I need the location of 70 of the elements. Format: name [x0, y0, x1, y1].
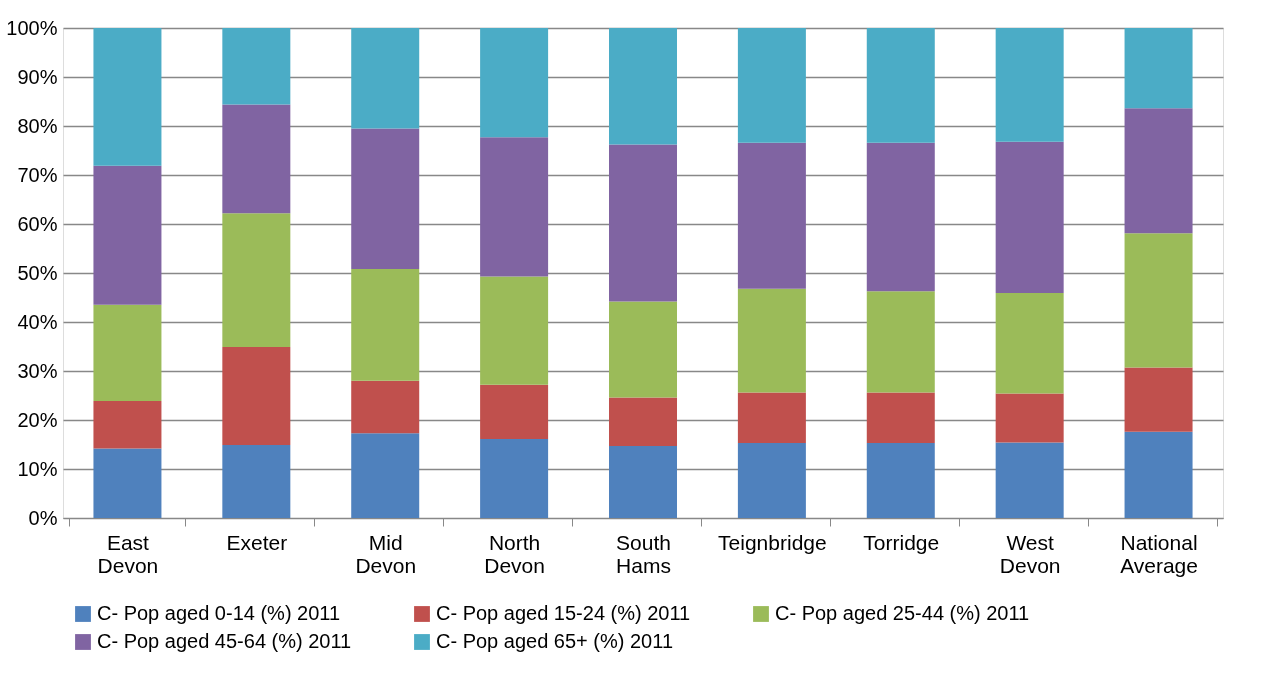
bar [1124, 233, 1193, 368]
x-tick-label: Mid Devon [355, 530, 417, 577]
legend-label: C- Pop aged 65+ (%) 2011 [436, 630, 674, 652]
x-tick-label: East Devon [97, 530, 159, 577]
bar [609, 397, 677, 446]
bar [737, 392, 806, 444]
y-tick-label: 30% [17, 359, 58, 382]
bar [866, 443, 935, 518]
bar [351, 433, 420, 518]
bar [480, 439, 549, 518]
bar [866, 28, 935, 143]
bar [609, 301, 677, 398]
bar [93, 28, 162, 166]
bar [1124, 367, 1193, 432]
bar [480, 28, 549, 138]
bar [351, 269, 420, 381]
bar [609, 144, 677, 302]
bar [222, 444, 291, 518]
legend-label: C- Pop aged 15-24 (%) 2011 [436, 602, 691, 624]
bar [737, 28, 806, 143]
bar [737, 142, 806, 289]
x-tick-label: Exeter [226, 530, 288, 554]
bar [866, 392, 935, 444]
bar [222, 213, 291, 347]
bar [351, 128, 420, 270]
y-tick-label: 100% [6, 16, 58, 39]
bar [995, 393, 1064, 443]
bar [995, 28, 1064, 142]
legend-label: C- Pop aged 45-64 (%) 2011 [97, 630, 352, 652]
bar [93, 165, 162, 305]
bar [351, 380, 420, 434]
y-tick-label: 10% [17, 457, 58, 480]
bar [222, 28, 291, 105]
y-tick-label: 70% [17, 163, 58, 186]
legend-label: C- Pop aged 25-44 (%) 2011 [775, 602, 1030, 624]
x-tick-label: Torridge [863, 530, 940, 554]
y-tick-label: 60% [17, 212, 58, 235]
bar [1124, 108, 1193, 234]
y-tick-label: 40% [17, 310, 58, 333]
x-tick-label: Teignbridge [718, 530, 827, 554]
bar [995, 293, 1064, 394]
bar [995, 141, 1064, 294]
y-tick-label: 50% [17, 261, 58, 284]
bar [609, 28, 677, 145]
bar [222, 346, 291, 445]
legend-label: C- Pop aged 0-14 (%) 2011 [97, 602, 341, 624]
bar [93, 304, 162, 401]
bar [737, 443, 806, 518]
y-tick-label: 80% [17, 114, 58, 137]
bar [93, 448, 162, 518]
y-tick-label: 0% [28, 506, 58, 529]
bar [222, 104, 291, 214]
bar [866, 142, 935, 292]
bar [995, 442, 1064, 518]
bar [480, 384, 549, 440]
bar [480, 137, 549, 277]
x-tick-label: North Devon [484, 530, 545, 577]
x-tick-label: National Average [1120, 530, 1198, 577]
bar [1124, 431, 1193, 518]
bar [480, 276, 549, 385]
bar [737, 288, 806, 393]
bar [609, 445, 677, 518]
x-tick-label: South Hams [616, 530, 671, 577]
y-tick-label: 20% [17, 408, 58, 431]
x-tick-label: West Devon [999, 530, 1061, 577]
y-tick-label: 90% [17, 65, 58, 88]
bar [1124, 28, 1193, 109]
bar [93, 400, 162, 449]
bar [866, 291, 935, 393]
bar [351, 28, 420, 129]
